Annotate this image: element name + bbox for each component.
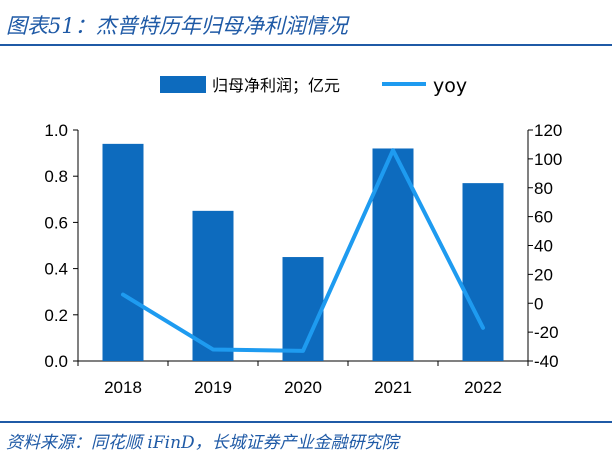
y-tick-label: 0.4 bbox=[44, 260, 68, 279]
y-tick-label: 0.8 bbox=[44, 167, 68, 186]
x-tick-label: 2018 bbox=[104, 378, 142, 397]
y-tick-label: 0.2 bbox=[44, 306, 68, 325]
y2-tick-label: 20 bbox=[534, 265, 553, 284]
axes: 0.0 0.2 0.4 0.6 0.8 1.0 -40 -20 0 20 40 60 80 100 120 2… bbox=[44, 121, 562, 397]
title-bar: 图表51：杰普特历年归母净利润情况 bbox=[0, 0, 612, 46]
legend: 归母净利润；亿元 yoy bbox=[160, 75, 467, 97]
bar bbox=[102, 143, 144, 361]
y2-tick-label: 100 bbox=[534, 150, 562, 169]
x-tick-label: 2022 bbox=[464, 378, 502, 397]
y2-tick-label: 0 bbox=[534, 294, 543, 313]
yoy-series bbox=[121, 148, 485, 353]
y2-tick-label: -20 bbox=[534, 323, 559, 342]
y2-tick-label: -40 bbox=[534, 352, 559, 371]
y2-tick-label: 80 bbox=[534, 179, 553, 198]
source-bar: 资料来源：同花顺 iFinD，长城证券产业金融研究院 bbox=[0, 421, 612, 466]
x-tick-label: 2020 bbox=[284, 378, 322, 397]
bar bbox=[192, 210, 234, 361]
bar bbox=[462, 183, 504, 361]
y2-tick-label: 40 bbox=[534, 237, 553, 256]
y-tick-label: 0.0 bbox=[44, 352, 68, 371]
x-tick-label: 2019 bbox=[194, 378, 232, 397]
y-tick-label: 0.6 bbox=[44, 213, 68, 232]
legend-line-label: yoy bbox=[433, 75, 467, 97]
y2-tick-label: 120 bbox=[534, 121, 562, 140]
chart-title: 图表51：杰普特历年归母净利润情况 bbox=[6, 14, 348, 38]
bar-series bbox=[102, 143, 504, 361]
x-tick-label: 2021 bbox=[374, 378, 412, 397]
source-note: 资料来源：同花顺 iFinD，长城证券产业金融研究院 bbox=[6, 433, 399, 453]
legend-bar-swatch bbox=[160, 76, 206, 93]
y2-tick-label: 60 bbox=[534, 208, 553, 227]
y-tick-label: 1.0 bbox=[44, 121, 68, 140]
legend-bar-label: 归母净利润；亿元 bbox=[212, 76, 340, 95]
bar bbox=[282, 257, 324, 361]
